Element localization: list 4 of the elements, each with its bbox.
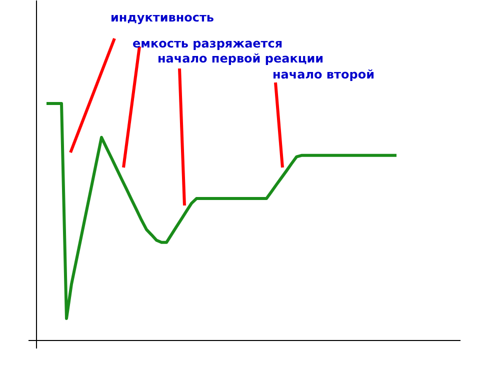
text: начало первой реакции (158, 52, 324, 66)
text: индуктивность (110, 10, 214, 24)
text: емкость разряжается (132, 36, 283, 50)
text: начало второй (272, 68, 374, 82)
